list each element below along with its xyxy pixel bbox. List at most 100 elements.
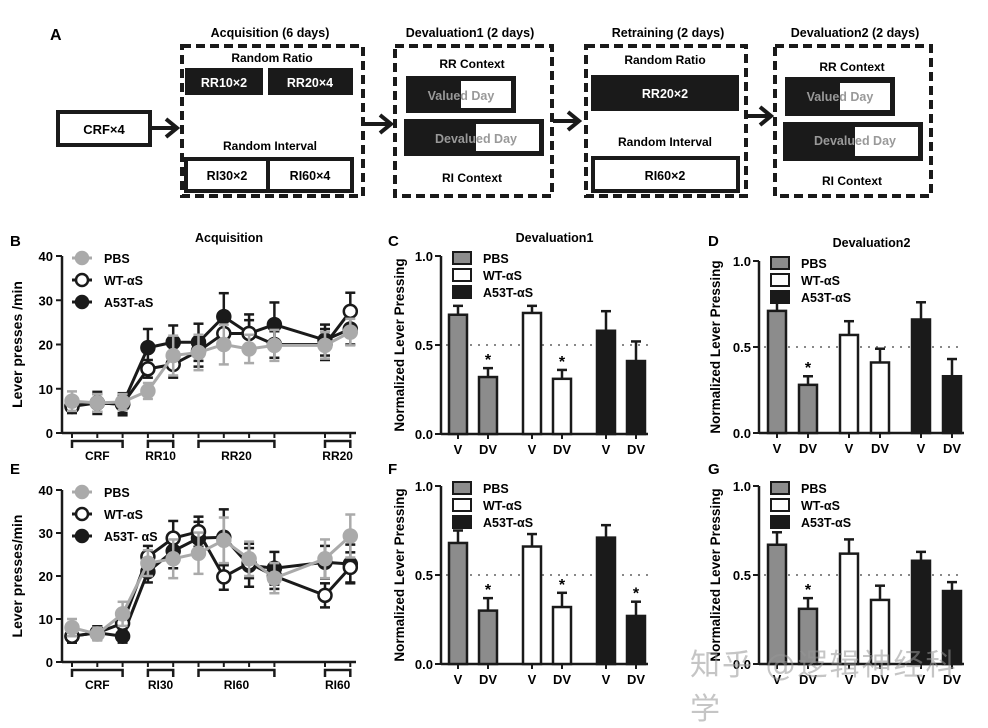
chart-title: Devaluation2 xyxy=(833,236,911,250)
data-point xyxy=(317,551,333,567)
legend-swatch xyxy=(452,481,472,495)
y-tick-label: 1.0 xyxy=(415,249,433,264)
x-tick-label: DV xyxy=(627,442,645,457)
significance-asterisk: * xyxy=(485,582,492,599)
group-label: CRF xyxy=(85,449,110,463)
group-bracket xyxy=(323,439,352,448)
legend-marker xyxy=(74,484,90,500)
stage-title-devaluation1: Devaluation1 (2 days) xyxy=(406,26,535,40)
bar xyxy=(838,333,860,435)
group-bracket xyxy=(197,668,276,677)
valued-day-label: Valued Day xyxy=(428,89,495,103)
arrow-icon xyxy=(365,113,395,135)
x-tick-label: V xyxy=(773,672,782,687)
crf-box-label: CRF×4 xyxy=(83,122,125,137)
y-tick-label: 0.0 xyxy=(733,657,751,672)
stage-title-retraining: Retraining (2 days) xyxy=(612,26,725,40)
bar xyxy=(521,311,543,436)
y-tick-label: 30 xyxy=(39,293,53,308)
y-tick-label: 40 xyxy=(39,483,53,498)
y-tick-label: 0 xyxy=(46,426,53,441)
devalued-day-inner xyxy=(476,124,539,151)
ri-context-heading: RI Context xyxy=(822,174,882,188)
x-tick-label: DV xyxy=(799,672,817,687)
legend: PBS WT-αS A53T-αS xyxy=(770,256,851,305)
significance-asterisk: * xyxy=(559,577,566,594)
x-tick-label: V xyxy=(917,672,926,687)
devalued-day-label: Devalued Day xyxy=(435,132,517,146)
legend-swatch xyxy=(770,515,790,529)
y-axis-label: Normalized Lever Pressing xyxy=(708,260,723,433)
ri60-label: RI60×4 xyxy=(290,169,331,183)
y-tick-label: 10 xyxy=(39,382,53,397)
panel-label-f: F xyxy=(388,461,397,478)
data-point xyxy=(89,626,106,642)
ri30-label: RI30×2 xyxy=(207,169,248,183)
data-point xyxy=(216,336,232,353)
ri-context-heading: RI Context xyxy=(442,171,502,185)
rr-context-heading: RR Context xyxy=(819,60,884,74)
legend-label: WT-αS xyxy=(801,499,840,513)
chart-c-devaluation1: 0.0 0.5 1.0 Normalized Lever Pressing Devalu… xyxy=(392,231,648,457)
legend-marker xyxy=(74,506,90,522)
legend-label: WT-αS xyxy=(104,508,143,522)
group-bracket xyxy=(197,439,276,448)
data-point xyxy=(114,606,131,622)
significance-asterisk: * xyxy=(485,352,492,369)
chart-e-acquisition-ri: 0 10 20 30 40 CRF RI30 RI60 RI60 Lever presses/mi… xyxy=(9,483,359,692)
y-tick-label: 20 xyxy=(39,338,53,353)
legend-label: A53T-αS xyxy=(801,291,851,305)
panel-label-a: A xyxy=(50,27,62,44)
stage-title-devaluation2: Devaluation2 (2 days) xyxy=(791,26,920,40)
y-tick-label: 0.5 xyxy=(733,340,751,355)
y-axis-label: Normalized Lever Pressing xyxy=(392,488,407,661)
arrows xyxy=(152,105,775,139)
bar xyxy=(625,359,647,436)
y-axis-label: Lever presses /min xyxy=(9,281,25,408)
legend-swatch xyxy=(452,268,472,282)
data-point xyxy=(342,303,359,320)
y-tick-label: 10 xyxy=(39,612,53,627)
legend-label: PBS xyxy=(801,482,827,496)
series-wt-s xyxy=(64,291,359,415)
legend-marker xyxy=(74,294,90,310)
bar xyxy=(797,383,819,435)
data-point xyxy=(342,324,359,340)
rr20-box xyxy=(268,68,353,95)
y-tick-label: 1.0 xyxy=(415,479,433,494)
series-pbs xyxy=(64,513,359,642)
watermark: 知乎 @逻辑神经科学 xyxy=(690,648,958,727)
legend-swatch xyxy=(452,498,472,512)
group-bracket xyxy=(323,668,352,677)
data-point xyxy=(216,532,232,549)
data-point xyxy=(266,337,283,354)
series-line xyxy=(71,534,352,636)
arrow-icon xyxy=(152,117,181,139)
bar xyxy=(910,318,932,435)
bar xyxy=(941,374,963,435)
legend-label: A53T-αS xyxy=(801,516,851,530)
x-tick-label: DV xyxy=(871,441,889,456)
y-tick-label: 0.5 xyxy=(733,568,751,583)
y-tick-label: 40 xyxy=(39,249,53,264)
x-tick-label: DV xyxy=(553,672,571,687)
x-tick-label: V xyxy=(845,441,854,456)
data-point xyxy=(241,551,257,567)
legend-label: PBS xyxy=(801,257,827,271)
data-point xyxy=(140,383,156,399)
crf-box xyxy=(56,110,152,147)
x-tick-label: V xyxy=(528,442,537,457)
legend-label: WT-αS xyxy=(801,274,840,288)
series-wt-s: * xyxy=(521,532,573,666)
legend-label: WT-αS xyxy=(483,269,522,283)
data-point xyxy=(190,545,207,561)
legend-label: PBS xyxy=(483,482,509,496)
y-tick-label: 30 xyxy=(39,526,53,541)
valued-day-inner xyxy=(461,81,511,108)
legend-swatch xyxy=(770,481,790,495)
group-label: RI60 xyxy=(325,678,351,692)
series-a53t-s: * xyxy=(595,523,647,666)
x-tick-label: DV xyxy=(943,672,961,687)
legend-swatch xyxy=(770,256,790,270)
stage-box-devaluation1 xyxy=(393,44,554,198)
